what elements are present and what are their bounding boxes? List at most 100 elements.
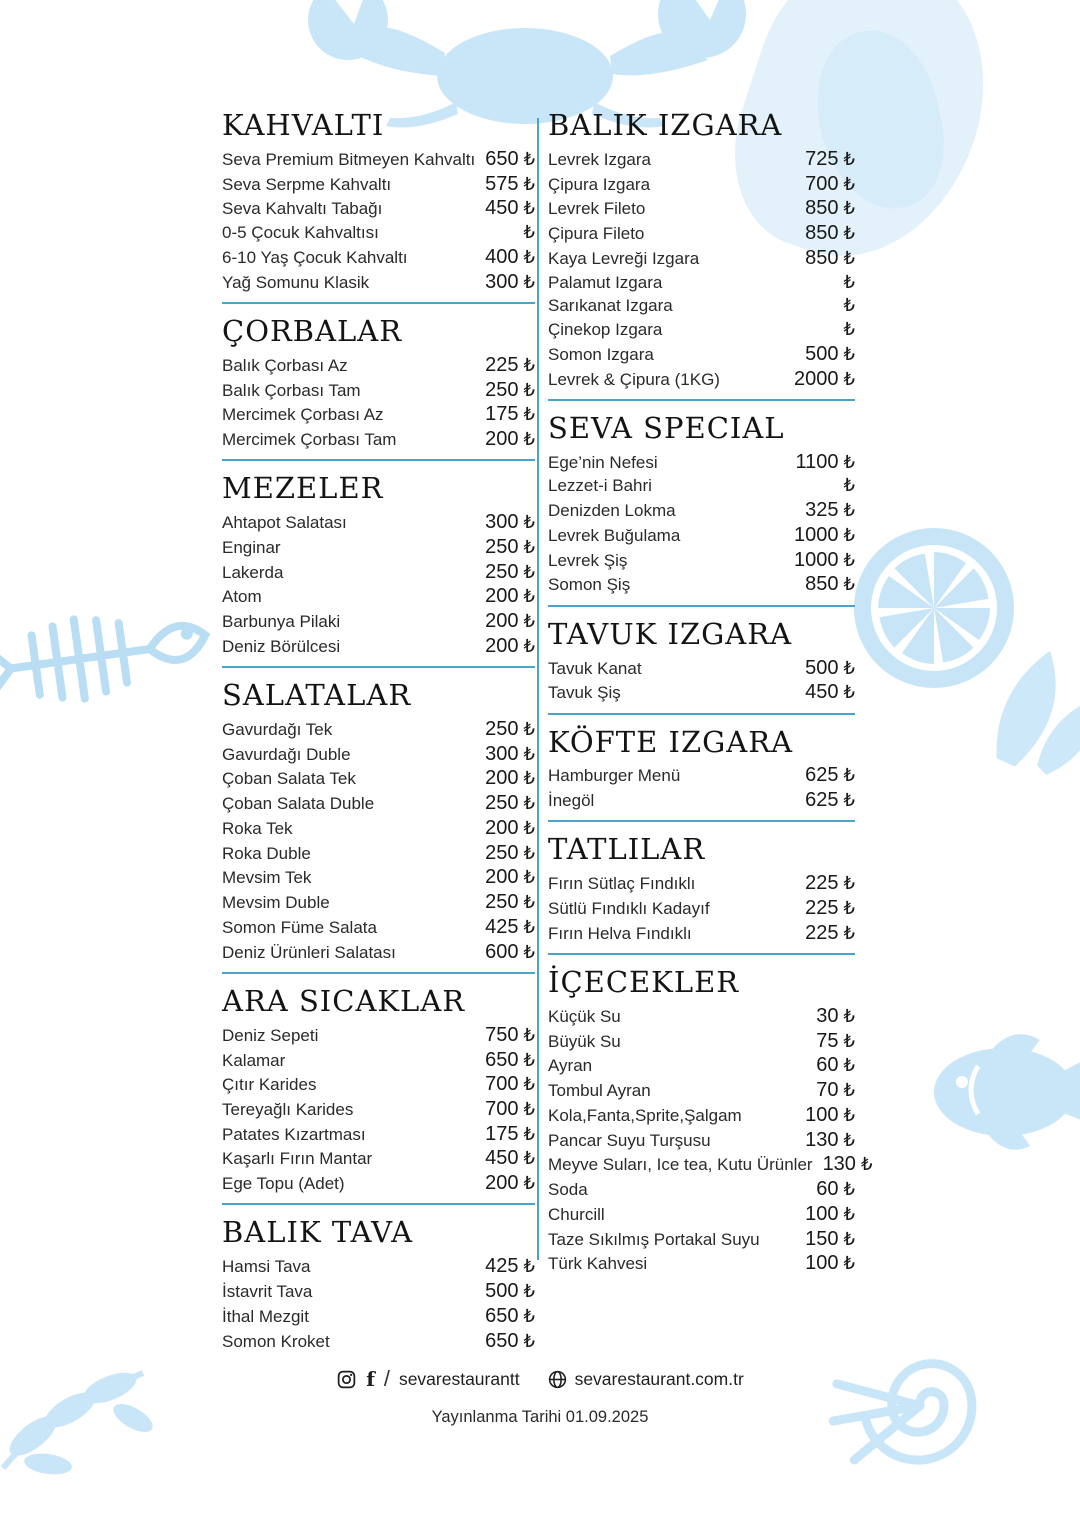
menu-item-row: Levrek Buğulama 1000 ₺ [548, 523, 855, 548]
price-value: 650 [485, 1304, 519, 1327]
price-value: 2000 [794, 367, 839, 390]
price-value: 850 [805, 573, 839, 596]
item-price: 75 ₺ [816, 1029, 855, 1052]
price-value: 650 [485, 1329, 519, 1352]
menu-item-row: Hamburger Menü 625 ₺ [548, 764, 855, 789]
lira-symbol: ₺ [843, 922, 855, 943]
price-value: 700 [485, 1097, 519, 1120]
item-price: 130 ₺ [823, 1154, 873, 1175]
section-divider [222, 971, 535, 974]
menu-item-row: Tereyağlı Karides 700 ₺ [222, 1097, 535, 1122]
item-price: 1000 ₺ [794, 549, 855, 571]
item-name: Palamut Izgara [548, 272, 663, 292]
price-value: 425 [485, 915, 519, 938]
lira-symbol: ₺ [843, 271, 855, 292]
price-value: 100 [805, 1202, 839, 1225]
price-value: 575 [485, 172, 519, 195]
section-title: ARA SICAKLAR [222, 983, 466, 1018]
menu-item-row: Denizden Lokma 325 ₺ [548, 499, 855, 524]
lira-symbol: ₺ [523, 635, 535, 656]
lira-symbol: ₺ [843, 173, 855, 194]
item-price: 650 ₺ [485, 1048, 535, 1071]
fish-illustration-right [934, 1034, 1080, 1150]
menu-item-row: Soda 60 ₺ [548, 1178, 855, 1203]
price-value: 225 [485, 353, 519, 376]
menu-item-row: Çoban Salata Duble 250 ₺ [222, 792, 535, 817]
item-name: Levrek & Çipura (1KG) [548, 369, 720, 389]
menu-item-row: Seva Premium Bitmeyen Kahvaltı 650 ₺ [222, 147, 535, 172]
item-price: 175 ₺ [485, 1123, 535, 1145]
menu-item-row: Deniz Ürünleri Salatası 600 ₺ [222, 940, 535, 965]
lira-symbol: ₺ [843, 873, 855, 894]
item-name: Fırın Helva Fındıklı [548, 923, 692, 943]
item-name: Seva Premium Bitmeyen Kahvaltı [222, 149, 476, 169]
menu-item-row: Lakerda 250 ₺ [222, 560, 535, 585]
item-name: Ahtapot Salatası [222, 513, 347, 533]
section-divider [222, 666, 535, 669]
leaf-illustration-right [996, 650, 1080, 775]
price-value: 200 [485, 866, 519, 889]
item-price: 850 ₺ [805, 198, 855, 219]
item-name: Sarıkanat Izgara [548, 296, 673, 316]
lira-symbol: ₺ [523, 1330, 535, 1351]
item-price: 250 ₺ [485, 379, 535, 401]
menu-section: ARA SICAKLAR Deniz Sepeti 750 ₺ Kalamar 650 ₺ Ç… [222, 983, 535, 1206]
item-price: ₺ [839, 476, 855, 495]
item-name: Soda [548, 1180, 588, 1200]
item-price: 500 ₺ [485, 1281, 535, 1302]
lemon-slice-illustration [854, 528, 1014, 688]
menu-item-row: Ege Topu (Adet) 200 ₺ [222, 1172, 535, 1197]
item-name: Çıtır Karides [222, 1075, 317, 1095]
item-price: 70 ₺ [816, 1080, 855, 1101]
item-price: 700 ₺ [485, 1097, 535, 1120]
menu-item-row: Ahtapot Salatası 300 ₺ [222, 511, 535, 536]
item-price: 625 ₺ [805, 790, 855, 811]
price-value: 450 [485, 197, 519, 220]
price-value: 75 [816, 1029, 839, 1052]
item-name: Taze Sıkılmış Portakal Suyu [548, 1229, 760, 1249]
price-value: 750 [485, 1023, 519, 1046]
lira-symbol: ₺ [843, 1129, 855, 1150]
item-price: 130 ₺ [805, 1129, 855, 1151]
item-price: ₺ [839, 271, 855, 292]
lira-symbol: ₺ [843, 898, 855, 919]
price-value: 60 [816, 1054, 839, 1077]
item-price: 30 ₺ [816, 1006, 855, 1027]
item-price: 200 ₺ [485, 586, 535, 607]
menu-footer: f / sevarestaurantt sevarestaurant.com.t… [0, 1366, 1080, 1427]
menu-item-row: Churcill 100 ₺ [548, 1202, 855, 1227]
price-value: 700 [805, 172, 839, 195]
price-value: 300 [485, 270, 519, 293]
section-divider [548, 604, 855, 607]
menu-section: MEZELER Ahtapot Salatası 300 ₺ Enginar 250 ₺ La… [222, 473, 535, 669]
lira-symbol: ₺ [843, 451, 855, 472]
price-value: 225 [805, 897, 839, 920]
item-name: Kaya Levreği Izgara [548, 248, 700, 268]
item-price: 850 ₺ [805, 247, 855, 269]
item-name: Somon Füme Salata [222, 917, 377, 937]
price-value: 625 [805, 789, 839, 812]
price-value: 650 [485, 1048, 519, 1071]
item-name: Denizden Lokma [548, 501, 676, 521]
item-name: 6-10 Yaş Çocuk Kahvaltı [222, 247, 408, 267]
price-value: 625 [805, 764, 839, 787]
menu-column-left: KAHVALTI Seva Premium Bitmeyen Kahvaltı 65… [222, 110, 535, 1366]
item-name: Ege’nin Nefesi [548, 452, 658, 472]
item-name: Deniz Sepeti [222, 1025, 319, 1045]
price-value: 650 [485, 147, 519, 170]
price-value: 250 [485, 792, 519, 815]
lira-symbol: ₺ [523, 536, 535, 557]
item-price: 225 ₺ [805, 922, 855, 944]
price-value: 200 [485, 427, 519, 450]
price-value: 225 [805, 872, 839, 895]
section-title: TAVUK IZGARA [548, 616, 793, 651]
menu-section: ÇORBALAR Balık Çorbası Az 225 ₺ Balık Çorbas… [222, 315, 535, 462]
lira-symbol: ₺ [523, 743, 535, 764]
menu-item-row: Deniz Sepeti 750 ₺ [222, 1023, 535, 1048]
lira-symbol: ₺ [523, 222, 535, 243]
lira-symbol: ₺ [523, 354, 535, 375]
item-name: İstavrit Tava [222, 1282, 313, 1302]
menu-item-row: Çipura Fileto 850 ₺ [548, 222, 855, 247]
menu-item-row: 0-5 Çocuk Kahvaltısı ₺ [222, 222, 535, 246]
price-value: 500 [805, 342, 839, 365]
